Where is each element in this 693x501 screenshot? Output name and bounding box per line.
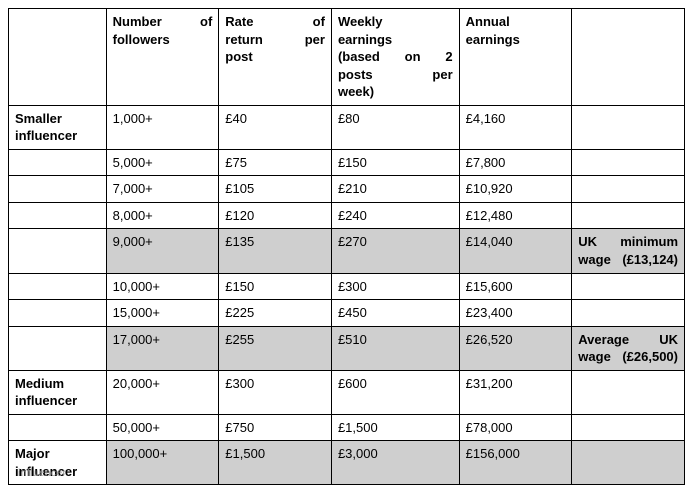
header-rate-l2: return per [225,31,325,49]
header-followers: Number of followers [106,9,219,106]
cell-rate: £40 [219,105,332,149]
cell-rate: £1,500 [219,441,332,485]
cell-followers: 8,000+ [106,202,219,229]
header-tier [9,9,107,106]
cell-annual: £78,000 [459,414,572,441]
cell-tier: Medium influencer [9,370,107,414]
header-annual: Annual earnings [459,9,572,106]
header-weekly-l2: earnings [338,31,453,49]
cell-note: Average UK wage (£26,500) [572,326,685,370]
cell-annual: £4,160 [459,105,572,149]
cell-tier [9,176,107,203]
cell-annual: £14,040 [459,229,572,273]
cell-followers: 9,000+ [106,229,219,273]
cell-rate: £255 [219,326,332,370]
cell-followers: 15,000+ [106,300,219,327]
cell-weekly: £510 [331,326,459,370]
cell-note [572,202,685,229]
cell-followers: 5,000+ [106,149,219,176]
table-row: 50,000+£750£1,500£78,000 [9,414,685,441]
header-note [572,9,685,106]
table-row: 10,000+£150£300£15,600 [9,273,685,300]
cell-annual: £15,600 [459,273,572,300]
cell-tier [9,273,107,300]
header-weekly-l5: week) [338,84,374,99]
cell-tier [9,149,107,176]
cell-followers: 20,000+ [106,370,219,414]
earnings-table: Number of followers Rate of return per p… [8,8,685,485]
cell-rate: £150 [219,273,332,300]
table-row: Smaller influencer1,000+£40£80£4,160 [9,105,685,149]
table-row: 7,000+£105£210£10,920 [9,176,685,203]
cell-note [572,370,685,414]
cell-tier [9,326,107,370]
cell-rate: £300 [219,370,332,414]
table-row: 15,000+£225£450£23,400 [9,300,685,327]
cell-annual: £31,200 [459,370,572,414]
header-weekly-l3: (based on 2 [338,48,453,66]
cell-annual: £12,480 [459,202,572,229]
header-followers-l1: Number of [113,13,213,31]
cell-annual: £10,920 [459,176,572,203]
cell-tier: Major influencer [9,441,107,485]
header-followers-l2: followers [113,32,170,47]
cell-weekly: £270 [331,229,459,273]
table-row: 5,000+£75£150£7,800 [9,149,685,176]
header-annual-l1: Annual [466,13,566,31]
table-row: 17,000+£255£510£26,520Average UK wage (£… [9,326,685,370]
cell-weekly: £450 [331,300,459,327]
cell-rate: £225 [219,300,332,327]
table-row: Medium influencer20,000+£300£600£31,200 [9,370,685,414]
cell-weekly: £600 [331,370,459,414]
cell-note [572,105,685,149]
cell-annual: £7,800 [459,149,572,176]
cell-annual: £23,400 [459,300,572,327]
cell-weekly: £3,000 [331,441,459,485]
cell-note [572,149,685,176]
cell-annual: £26,520 [459,326,572,370]
cell-rate: £75 [219,149,332,176]
cell-followers: 1,000+ [106,105,219,149]
cell-tier [9,202,107,229]
cell-tier [9,300,107,327]
cell-weekly: £150 [331,149,459,176]
cell-followers: 17,000+ [106,326,219,370]
header-rate: Rate of return per post [219,9,332,106]
header-rate-l1: Rate of [225,13,325,31]
cell-note [572,300,685,327]
cell-rate: £135 [219,229,332,273]
cell-rate: £105 [219,176,332,203]
header-annual-l2: earnings [466,32,520,47]
header-weekly-l1: Weekly [338,13,453,31]
cell-tier [9,414,107,441]
cell-note [572,441,685,485]
header-rate-l3: post [225,49,252,64]
cell-tier: Smaller influencer [9,105,107,149]
table-body: Smaller influencer1,000+£40£80£4,1605,00… [9,105,685,485]
header-weekly: Weekly earnings (based on 2 posts per we… [331,9,459,106]
cell-note [572,414,685,441]
cell-weekly: £210 [331,176,459,203]
cell-followers: 100,000+ [106,441,219,485]
cell-note [572,176,685,203]
cell-followers: 7,000+ [106,176,219,203]
cell-tier [9,229,107,273]
cell-followers: 10,000+ [106,273,219,300]
cell-note [572,273,685,300]
cell-weekly: £300 [331,273,459,300]
header-row: Number of followers Rate of return per p… [9,9,685,106]
cell-rate: £750 [219,414,332,441]
table-row: 9,000+£135£270£14,040UK minimum wage (£1… [9,229,685,273]
cell-note: UK minimum wage (£13,124) [572,229,685,273]
cell-weekly: £1,500 [331,414,459,441]
table-row: 8,000+£120£240£12,480 [9,202,685,229]
cell-weekly: £80 [331,105,459,149]
cell-annual: £156,000 [459,441,572,485]
cell-followers: 50,000+ [106,414,219,441]
table-row: Major influencer100,000+£1,500£3,000£156… [9,441,685,485]
cell-rate: £120 [219,202,332,229]
header-weekly-l4: posts per [338,66,453,84]
cell-weekly: £240 [331,202,459,229]
